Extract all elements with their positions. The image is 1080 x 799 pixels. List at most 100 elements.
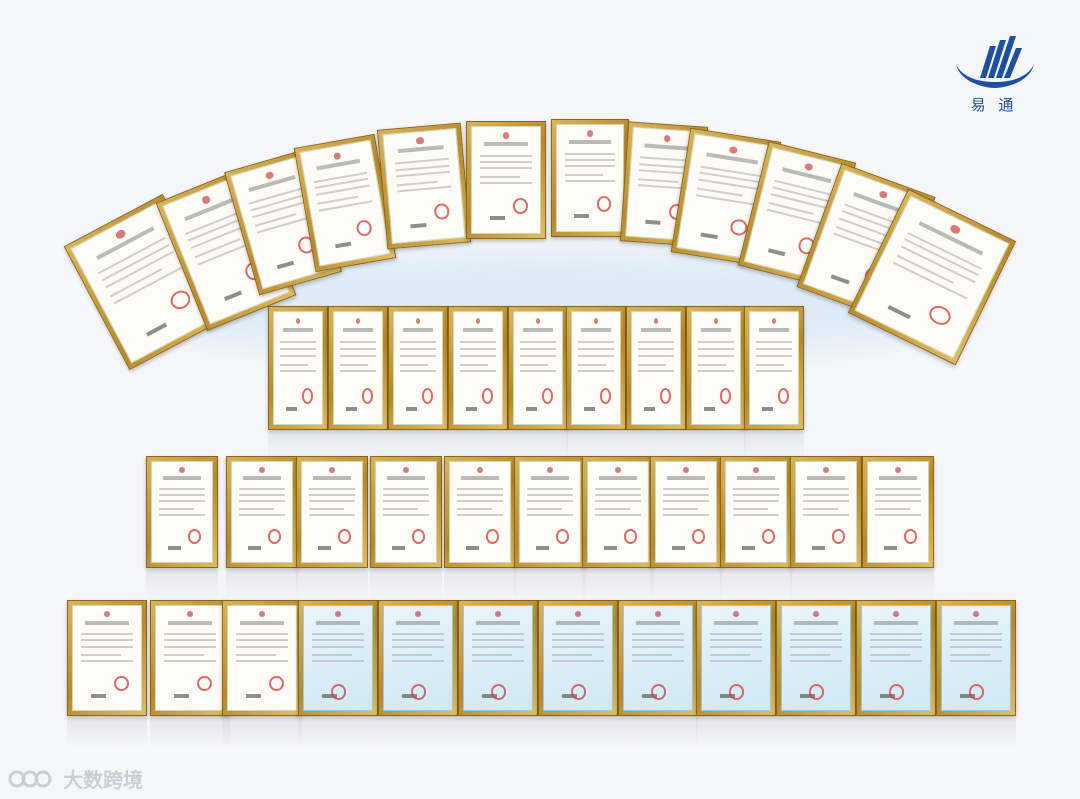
signature-icon (574, 214, 589, 219)
signature-icon (535, 546, 549, 550)
text-line (527, 488, 573, 490)
emblem-icon (494, 611, 502, 618)
text-line (159, 508, 194, 510)
signature-icon (223, 290, 243, 301)
text-line (81, 653, 121, 656)
text-line (733, 500, 779, 502)
signature-icon (762, 406, 774, 411)
text-line (632, 639, 684, 642)
floor-reflection (696, 718, 776, 748)
text-line (552, 639, 604, 642)
signature-icon (584, 406, 596, 411)
seal-icon (926, 303, 954, 329)
certificate-paper (725, 461, 787, 563)
certificate-title-line (644, 143, 689, 151)
text-line (472, 653, 512, 656)
seal-icon (889, 684, 905, 700)
text-line (459, 363, 488, 366)
text-line (595, 494, 641, 496)
signature-icon (741, 546, 755, 550)
certificate-title-line (342, 327, 374, 332)
floor-reflection (150, 718, 230, 748)
emblem-icon (355, 317, 361, 325)
signature-icon (879, 693, 895, 698)
emblem-icon (200, 194, 212, 205)
signature-icon (391, 546, 405, 550)
signature-icon (481, 693, 497, 698)
emblem-icon (804, 162, 814, 172)
text-line (733, 488, 779, 490)
text-line (519, 370, 557, 373)
signature-icon (561, 693, 577, 698)
certificate-paper (631, 311, 681, 425)
certificate-paper (781, 605, 851, 711)
certificate-title-line (386, 476, 426, 480)
text-line (399, 347, 437, 350)
seal-icon (167, 287, 194, 313)
emblem-icon (615, 467, 621, 473)
text-line (803, 500, 849, 502)
text-line (239, 508, 274, 510)
text-line (697, 370, 735, 373)
emblem-icon (295, 317, 301, 325)
text-line (383, 500, 429, 502)
certificate-paper (383, 605, 453, 711)
emblem-icon (547, 467, 553, 473)
text-line (527, 508, 562, 510)
text-line (472, 639, 524, 642)
patent-certificate (222, 600, 302, 716)
certificate-title-line (397, 145, 444, 154)
text-line (790, 660, 842, 663)
signature-icon (883, 546, 897, 550)
text-line (236, 645, 288, 648)
signature-icon (465, 546, 479, 550)
certificate-paper (543, 605, 613, 711)
software-copyright-certificate (776, 600, 856, 716)
signature-icon (247, 546, 261, 550)
certificate-title-line (758, 327, 790, 332)
text-line (392, 653, 432, 656)
seal-icon (433, 202, 450, 220)
text-line (339, 341, 377, 344)
seal-icon (571, 684, 587, 700)
seal-icon (337, 529, 352, 544)
emblem-icon (586, 130, 594, 137)
seal-icon (411, 529, 426, 544)
certificate-paper (72, 605, 142, 711)
patent-certificate (388, 306, 448, 430)
certificate-paper (571, 311, 621, 425)
text-line (236, 660, 288, 663)
text-line (239, 494, 285, 496)
text-line (577, 354, 615, 357)
seal-icon (719, 387, 732, 404)
text-line (159, 494, 205, 496)
seal-icon (491, 684, 507, 700)
seal-icon (809, 684, 825, 700)
text-line (870, 633, 922, 636)
text-line (309, 514, 355, 516)
certificate-paper (795, 461, 857, 563)
certificate-paper (861, 605, 931, 711)
certificate-paper (471, 126, 541, 234)
text-line (472, 633, 524, 636)
text-line (459, 370, 497, 373)
emblem-icon (502, 132, 510, 139)
seal-icon (512, 198, 528, 214)
patent-certificate (146, 456, 218, 568)
signature-icon (466, 406, 478, 411)
floor-reflection (720, 570, 792, 600)
company-logo: 易 通 (944, 34, 1044, 124)
software-copyright-certificate (458, 600, 538, 716)
signature-icon (335, 241, 352, 249)
text-line (164, 633, 216, 636)
text-line (457, 514, 503, 516)
software-copyright-certificate (538, 600, 618, 716)
signature-icon (644, 219, 661, 225)
certificate-title-line (530, 476, 570, 480)
text-line (577, 363, 606, 366)
patent-certificate (514, 456, 586, 568)
signature-icon (245, 693, 261, 698)
emblem-icon (415, 317, 421, 325)
text-line (339, 363, 368, 366)
text-line (733, 514, 779, 516)
